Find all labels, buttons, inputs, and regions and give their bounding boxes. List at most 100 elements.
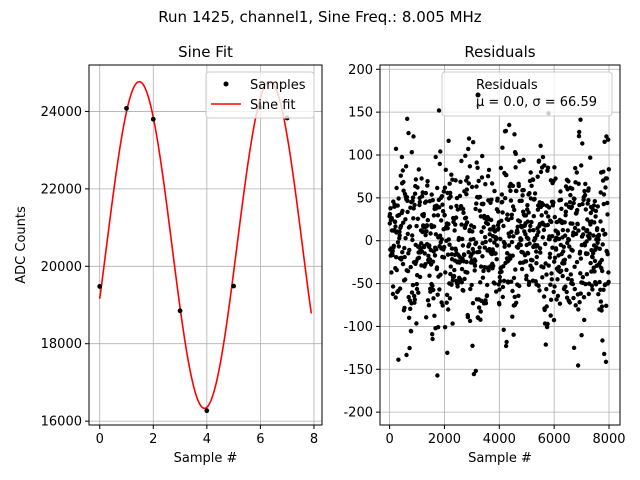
residual-point — [536, 158, 542, 163]
residual-point — [461, 288, 466, 293]
residual-point — [513, 267, 518, 272]
residual-point — [472, 263, 478, 268]
residual-point — [466, 181, 471, 186]
residual-point — [587, 236, 592, 241]
residual-point — [497, 287, 502, 292]
residual-point — [509, 279, 514, 284]
residual-point — [431, 224, 437, 229]
residual-point — [549, 271, 554, 276]
residual-point — [494, 289, 499, 294]
residuals-panel: Residuals 0 2000 4000 6000 8000 -200-150-100… — [343, 43, 625, 466]
residual-point — [546, 214, 551, 219]
residual-point — [408, 205, 413, 210]
residual-point — [454, 203, 459, 209]
residual-point — [531, 228, 536, 233]
residual-point — [395, 240, 401, 245]
residual-point — [470, 343, 475, 348]
residual-point — [467, 318, 473, 324]
residual-point — [510, 314, 515, 319]
residual-point — [519, 198, 524, 203]
residual-point — [559, 206, 564, 211]
residual-point — [595, 240, 600, 245]
residual-point — [576, 133, 582, 139]
residual-point — [582, 188, 587, 194]
residual-point — [486, 268, 491, 273]
residual-point — [411, 206, 416, 211]
residual-point — [407, 224, 413, 229]
residual-point — [567, 244, 572, 249]
residual-point — [584, 272, 590, 277]
residual-point — [467, 164, 473, 169]
sine-fit-legend: Samples Sine fit — [205, 71, 315, 119]
residual-point — [600, 227, 606, 233]
residual-point — [395, 203, 400, 208]
residuals-ytick-label: 50 — [356, 191, 373, 206]
residual-point — [523, 213, 529, 218]
residual-point — [512, 294, 517, 300]
residual-point — [426, 253, 431, 258]
residual-point — [537, 246, 543, 251]
residual-point — [504, 339, 509, 345]
residual-point — [519, 237, 524, 242]
residual-point — [571, 345, 577, 350]
residual-point — [440, 202, 445, 207]
residual-point — [465, 175, 470, 180]
residual-point — [530, 177, 536, 182]
residual-point — [410, 198, 415, 204]
residual-point — [511, 275, 517, 281]
residual-point — [442, 185, 448, 190]
residual-point — [582, 192, 588, 198]
residual-point — [547, 255, 552, 260]
sine-fit-grid — [89, 65, 322, 425]
residual-point — [556, 236, 562, 242]
residual-point — [567, 300, 572, 305]
residual-point — [397, 286, 403, 291]
residual-point — [425, 298, 431, 303]
residual-point — [550, 245, 555, 250]
residual-point — [482, 234, 488, 240]
residual-point — [399, 154, 405, 160]
residual-point — [460, 206, 466, 212]
residual-point — [390, 252, 395, 258]
residual-point — [408, 306, 413, 311]
residual-point — [453, 222, 458, 227]
residual-point — [503, 196, 508, 201]
sample-point — [97, 284, 103, 289]
residual-point — [493, 251, 498, 256]
residual-point — [509, 215, 514, 221]
residual-point — [481, 225, 486, 230]
residual-point — [485, 174, 491, 179]
residual-point — [394, 255, 399, 260]
residual-point — [558, 197, 564, 202]
residual-point — [552, 165, 557, 170]
sine-fit-xlabel: Sample # — [174, 451, 238, 466]
residuals-title: Residuals — [464, 43, 535, 61]
sample-point — [231, 283, 237, 289]
residual-point — [548, 297, 554, 302]
residual-point — [393, 295, 398, 300]
residual-point — [553, 247, 559, 252]
residual-point — [510, 288, 515, 294]
residual-point — [515, 224, 520, 229]
residual-point — [517, 219, 523, 224]
residual-point — [543, 342, 548, 347]
residual-point — [464, 192, 469, 197]
residuals-axes-frame — [379, 64, 621, 426]
residual-point — [570, 221, 575, 226]
residual-point — [473, 240, 479, 245]
residual-point — [599, 308, 604, 313]
residual-point — [433, 154, 438, 160]
residual-point — [516, 293, 521, 298]
residual-point — [439, 194, 445, 199]
residual-point — [562, 257, 568, 262]
residual-point — [574, 259, 580, 265]
residual-point — [521, 187, 526, 193]
residual-point — [502, 241, 507, 246]
residual-point — [477, 249, 482, 255]
residual-point — [486, 167, 492, 173]
residual-point — [445, 252, 451, 257]
residual-point — [416, 290, 421, 295]
residual-point — [555, 277, 560, 282]
residual-point — [593, 282, 599, 287]
residuals-xlabel: Sample # — [468, 451, 532, 466]
